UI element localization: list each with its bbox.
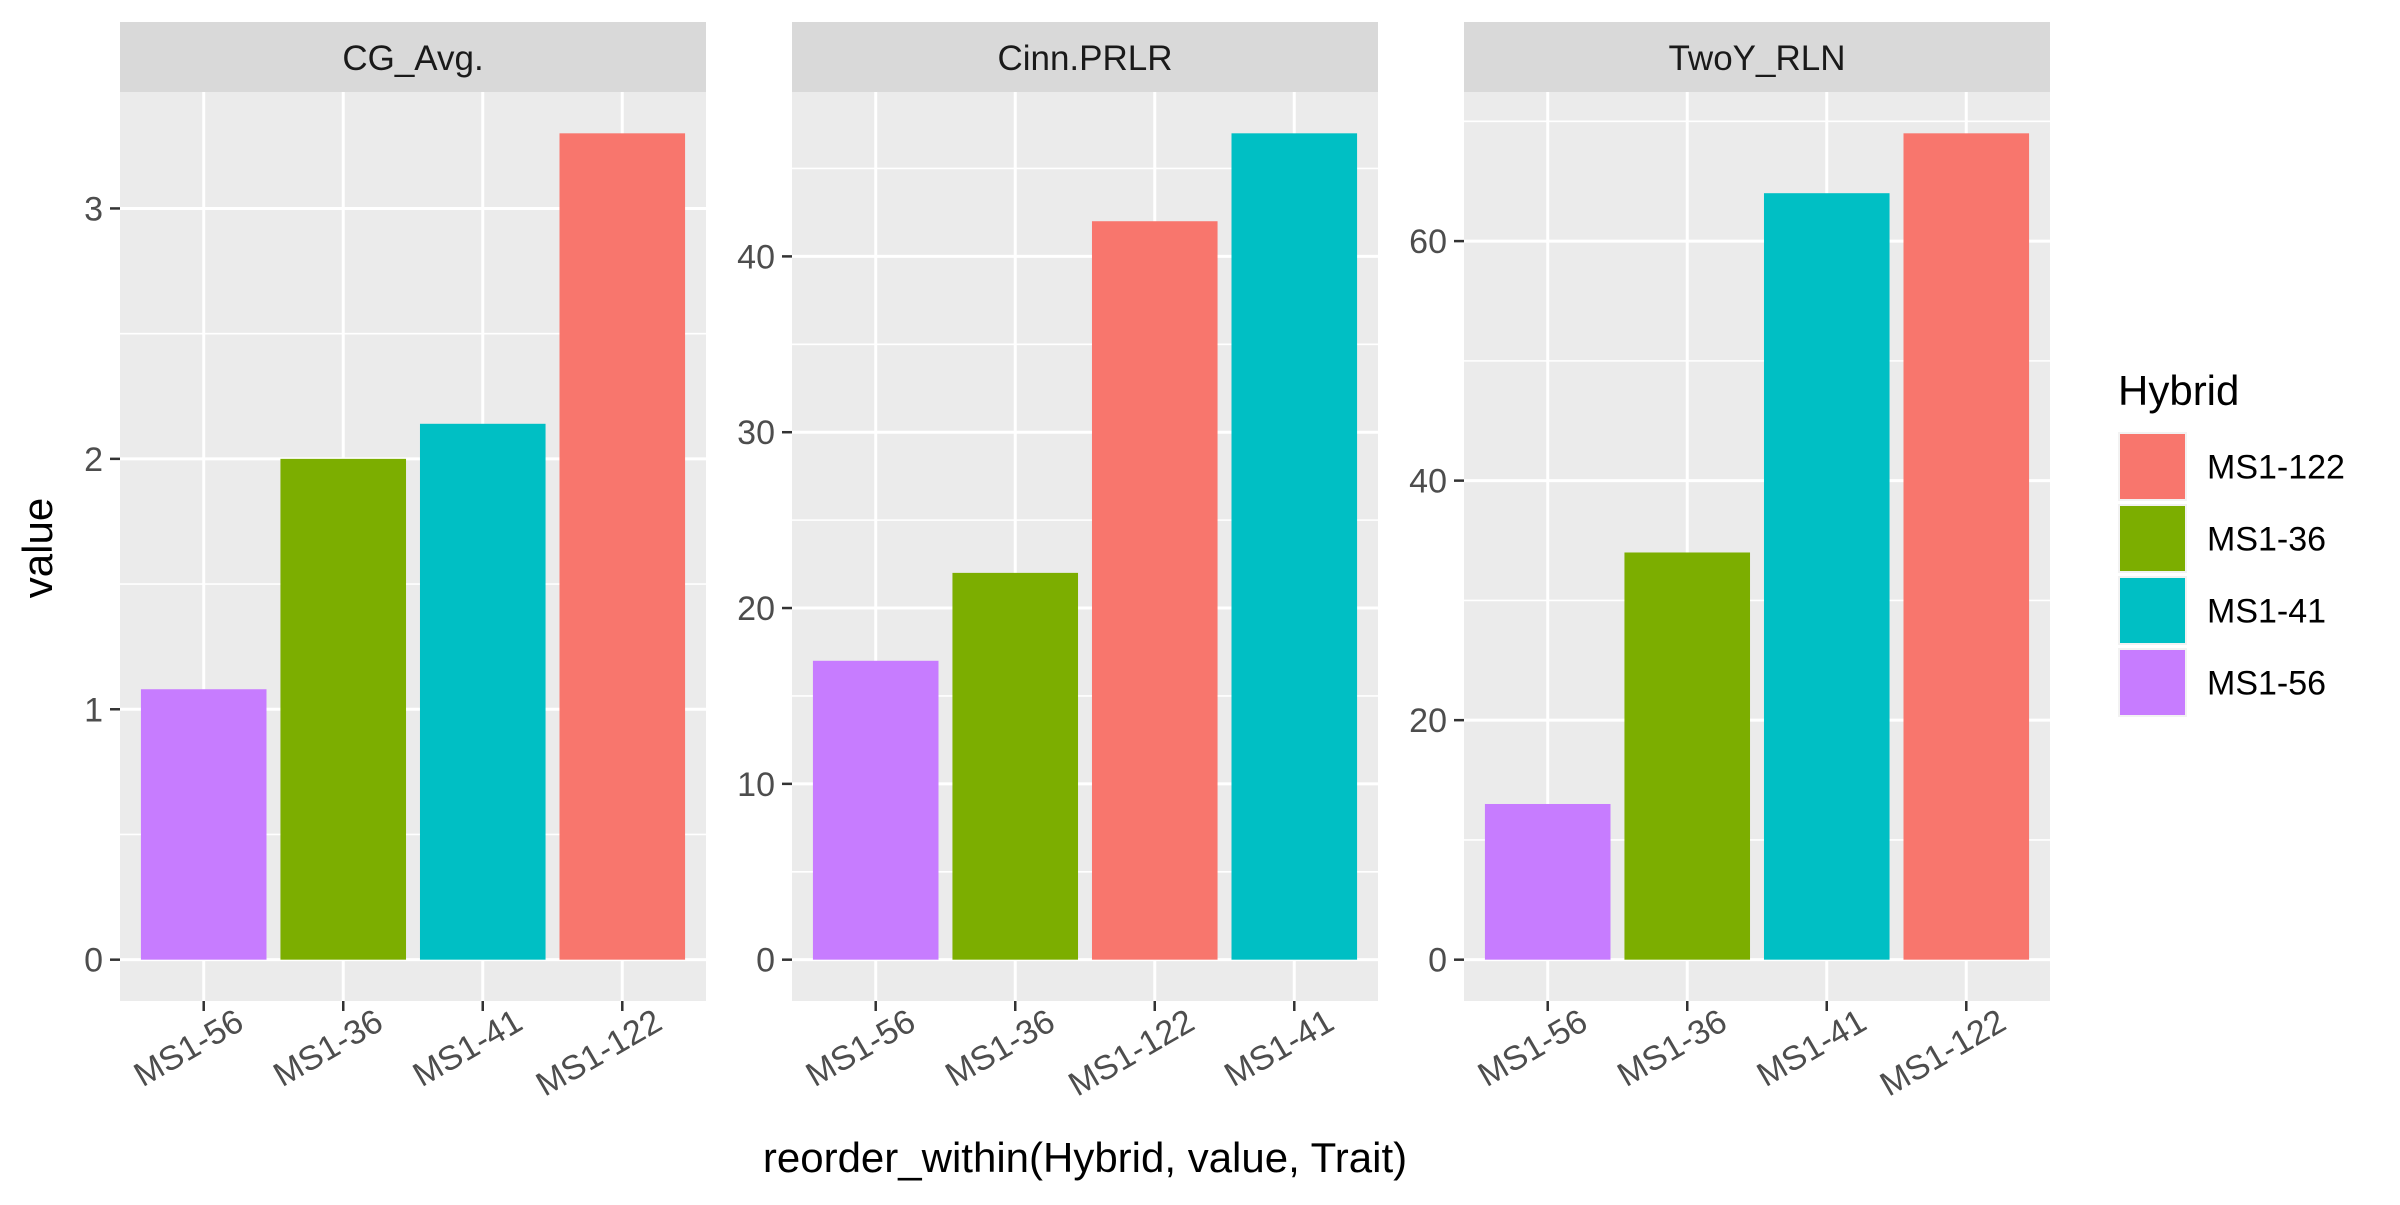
facet-strip	[120, 22, 706, 92]
y-tick-label: 20	[737, 590, 775, 628]
bar	[1091, 221, 1218, 960]
x-tick-label: MS1-122	[530, 1002, 668, 1104]
y-tick-label: 2	[84, 441, 103, 479]
y-tick-label: 0	[1428, 942, 1447, 980]
x-tick-label: MS1-41	[1751, 1002, 1873, 1094]
legend-key	[2120, 650, 2185, 715]
x-tick-label: MS1-56	[800, 1002, 922, 1094]
legend-label: MS1-36	[2207, 521, 2326, 559]
legend-label: MS1-56	[2207, 665, 2326, 703]
facet-panel: CG_Avg. 0 1 2 3 MS1-56 MS1-36 MS1-41 MS1-122	[84, 22, 706, 1104]
y-tick-label: 1	[84, 691, 103, 729]
bar	[140, 689, 267, 960]
x-tick-label: MS1-36	[939, 1002, 1061, 1094]
bar	[1763, 193, 1890, 960]
y-tick-label: 60	[1409, 223, 1447, 261]
legend: Hybrid MS1-122 MS1-36 MS1-41 MS1-56	[2118, 367, 2345, 717]
x-tick-label: MS1-56	[1472, 1002, 1594, 1094]
x-tick-label: MS1-56	[128, 1002, 250, 1094]
bar	[559, 133, 686, 960]
y-tick-label: 40	[737, 238, 775, 276]
bar	[1231, 133, 1358, 960]
x-tick-label: MS1-36	[1611, 1002, 1733, 1094]
bar	[952, 572, 1079, 960]
x-tick-label: MS1-41	[407, 1002, 529, 1094]
legend-items: MS1-122 MS1-36 MS1-41 MS1-56	[2118, 432, 2345, 717]
facet-panel: TwoY_RLN 0 20 40 60 MS1-56 MS1-36 MS1-41 MS1-122	[1409, 22, 2050, 1104]
y-tick-label: 40	[1409, 463, 1447, 501]
bar	[812, 660, 939, 960]
y-tick-label: 0	[84, 942, 103, 980]
y-tick-label: 0	[756, 942, 775, 980]
facet-strip-label: TwoY_RLN	[1668, 39, 1845, 78]
x-axis-title: reorder_within(Hybrid, value, Trait)	[763, 1134, 1407, 1181]
x-tick-label: MS1-36	[267, 1002, 389, 1094]
x-tick-label: MS1-122	[1874, 1002, 2012, 1104]
y-tick-label: 10	[737, 766, 775, 804]
legend-key	[2120, 506, 2185, 571]
facet-strip-label: CG_Avg.	[342, 39, 483, 78]
bar	[1903, 133, 2030, 960]
x-tick-label: MS1-41	[1218, 1002, 1340, 1094]
y-tick-label: 30	[737, 414, 775, 452]
bar	[280, 458, 407, 960]
legend-title: Hybrid	[2118, 367, 2239, 414]
y-axis-title: value	[14, 498, 61, 598]
x-tick-label: MS1-122	[1062, 1002, 1200, 1104]
y-tick-label: 20	[1409, 702, 1447, 740]
bar	[419, 423, 546, 960]
facet-strip	[792, 22, 1378, 92]
legend-key	[2120, 578, 2185, 643]
facet-strip	[1464, 22, 2050, 92]
bar	[1484, 803, 1611, 960]
legend-label: MS1-122	[2207, 449, 2345, 487]
legend-label: MS1-41	[2207, 593, 2326, 631]
legend-key	[2120, 434, 2185, 499]
y-tick-label: 3	[84, 190, 103, 228]
facet-strip-label: Cinn.PRLR	[997, 39, 1172, 78]
bar	[1624, 552, 1751, 960]
facet-panel: Cinn.PRLR 0 10 20 30 40 MS1-56 MS1-36 MS1-122 MS1…	[737, 22, 1378, 1104]
